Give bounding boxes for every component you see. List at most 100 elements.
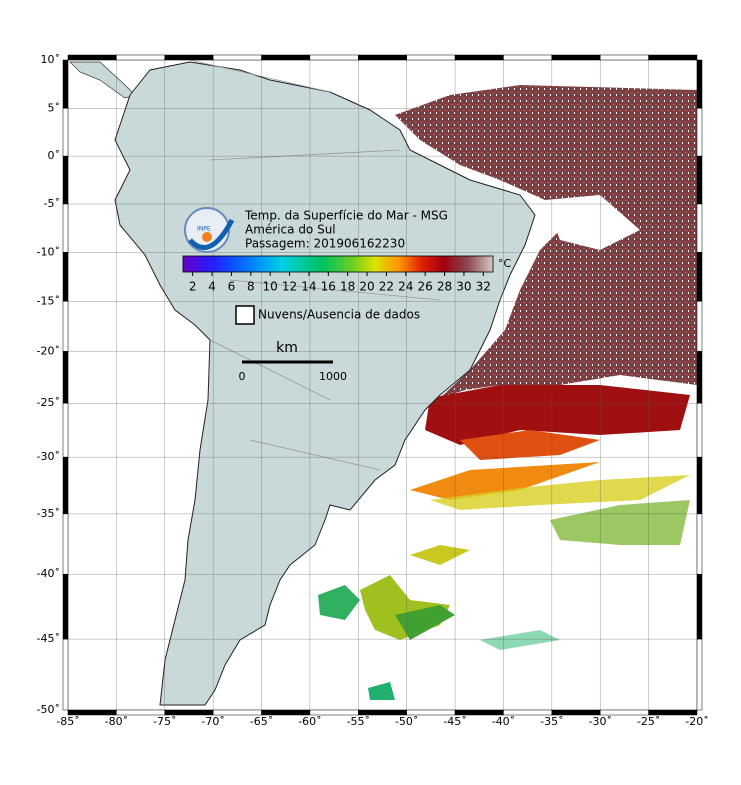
sst-teal — [480, 630, 560, 650]
frame-segment — [67, 54, 117, 61]
title-line: Passagem: 201906162230 — [245, 237, 405, 251]
frame-segment — [164, 54, 214, 61]
x-tick-label: -65˚ — [250, 715, 273, 728]
y-tick-label: -50˚ — [37, 703, 60, 716]
sst-green — [318, 585, 360, 620]
scale-unit: km — [276, 340, 298, 356]
colorbar-tick-label: 2 — [189, 280, 197, 294]
frame-segment — [358, 54, 407, 61]
y-tick-label: -35˚ — [37, 507, 60, 520]
frame-segment — [212, 54, 262, 61]
frame-segment — [696, 456, 703, 515]
x-tick-label: -60˚ — [298, 715, 321, 728]
frame-segment — [406, 54, 456, 61]
y-tick-label: -40˚ — [37, 567, 60, 580]
frame-segment — [309, 54, 359, 61]
colorbar-tick-label: 18 — [340, 280, 355, 294]
legend-label: Nuvens/Ausencia de dados — [258, 308, 420, 322]
colorbar-tick-label: 32 — [476, 280, 491, 294]
sst-yellow — [430, 475, 690, 510]
cloud-gap — [545, 195, 640, 250]
y-tick-label: -15˚ — [37, 294, 60, 307]
x-tick-label: -55˚ — [347, 715, 370, 728]
x-tick-label: -85˚ — [56, 715, 79, 728]
colorbar-tick-label: 12 — [282, 280, 297, 294]
colorbar-tick-label: 10 — [263, 280, 278, 294]
frame-segment — [62, 59, 69, 109]
sst-green — [368, 682, 395, 700]
frame-segment — [62, 573, 69, 640]
x-tick-label: -75˚ — [153, 715, 176, 728]
frame-segment — [696, 351, 703, 404]
frame-segment — [696, 638, 703, 711]
frame-segment — [696, 108, 703, 157]
y-tick-label: -10˚ — [37, 245, 60, 258]
colorbar-tick-label: 8 — [247, 280, 255, 294]
frame-segment — [62, 402, 69, 458]
y-tick-label: -45˚ — [37, 632, 60, 645]
y-tick-label: 5˚ — [48, 101, 61, 114]
x-tick-label: -50˚ — [395, 715, 418, 728]
sst-yellow — [410, 545, 470, 565]
graticule — [67, 59, 698, 711]
colorbar-tick-label: 22 — [379, 280, 394, 294]
sst-green — [550, 500, 690, 545]
x-tick-label: -25˚ — [637, 715, 660, 728]
sst-green — [395, 605, 455, 640]
x-tick-label: -70˚ — [201, 715, 224, 728]
frame-segment — [454, 54, 504, 61]
logo-swoosh — [188, 218, 235, 251]
colorbar-tick-label: 28 — [437, 280, 452, 294]
y-tick-label: 10˚ — [41, 53, 61, 66]
colorbar-tick-label: 26 — [418, 280, 433, 294]
frame-segment — [116, 54, 166, 61]
colorbar-ticks: 2 4 6 8 10 12 14 16 18 20 22 24 26 28 30 32 — [189, 272, 491, 294]
x-tick-label: -35˚ — [540, 715, 563, 728]
sst-field — [318, 85, 697, 700]
frame-segment — [696, 59, 703, 109]
sst-orange — [410, 462, 600, 500]
frame — [62, 54, 703, 716]
frame-segment — [62, 351, 69, 404]
frame-segment — [648, 709, 698, 716]
colorbar-tick-label: 16 — [321, 280, 336, 294]
frame-segment — [696, 203, 703, 253]
colorbar-tick-label: 4 — [208, 280, 216, 294]
frame-segment — [696, 301, 703, 352]
sst-red — [425, 385, 690, 445]
frame-segment — [62, 155, 69, 205]
colorbar-tick-label: 30 — [456, 280, 471, 294]
colorbar-unit: °C — [498, 257, 512, 270]
colorbar — [182, 255, 494, 273]
frame-segment — [599, 54, 649, 61]
frame-segment — [696, 573, 703, 640]
frame-segment — [503, 54, 553, 61]
logo-text: INPE — [197, 226, 211, 233]
logo: INPE — [184, 207, 235, 253]
logo-sun — [202, 232, 212, 242]
legend-swatch — [235, 305, 255, 325]
frame-segment — [62, 203, 69, 253]
x-tick-label: -20˚ — [685, 715, 708, 728]
borders — [189, 59, 441, 471]
frame-segment — [696, 402, 703, 458]
y-tick-label: -5˚ — [44, 197, 60, 210]
y-tick-label: -25˚ — [37, 396, 60, 409]
frame-segment — [696, 155, 703, 205]
colorbar-tick-label: 6 — [228, 280, 236, 294]
x-tick-label: -30˚ — [588, 715, 611, 728]
x-tick-label: -80˚ — [105, 715, 128, 728]
y-tick-label: -30˚ — [37, 450, 60, 463]
x-tick-label: -45˚ — [443, 715, 466, 728]
frame-segment — [261, 54, 311, 61]
y-tick-label: -20˚ — [37, 344, 60, 357]
x-tick-label: -40˚ — [492, 715, 515, 728]
sst-warm — [395, 85, 697, 398]
frame-segment — [62, 108, 69, 157]
frame-segment — [62, 301, 69, 352]
title-line: Temp. da Superfície do Mar - MSG — [244, 209, 448, 223]
frame-segment — [551, 54, 601, 61]
central-america — [69, 61, 136, 99]
scale-label: 1000 — [319, 370, 347, 383]
